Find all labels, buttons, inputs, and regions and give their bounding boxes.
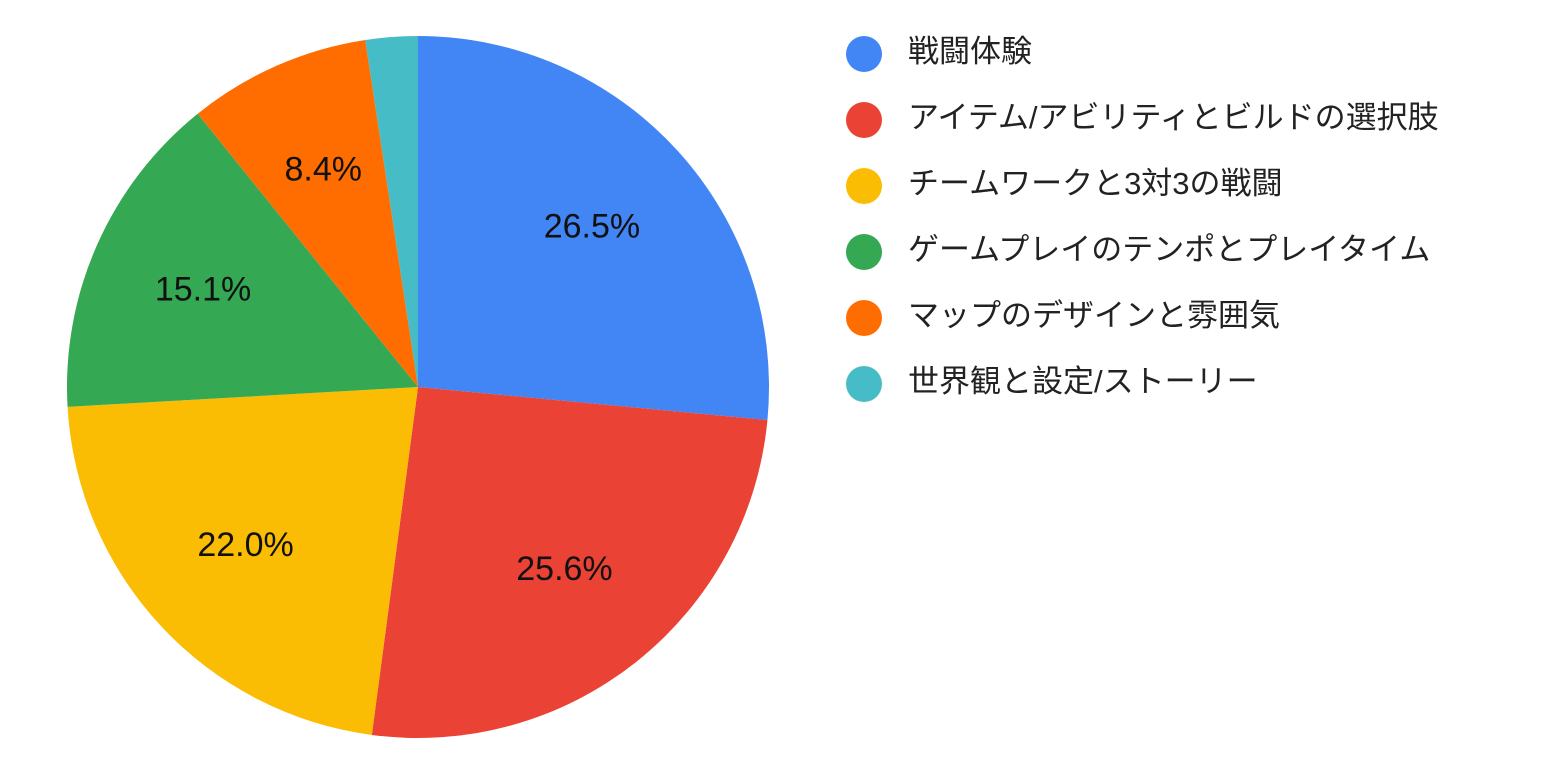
pie-slice	[67, 113, 418, 407]
pie-slice	[67, 387, 418, 735]
legend-label: ゲームプレイのテンポとプレイタイム	[908, 232, 1430, 267]
legend-marker	[846, 36, 882, 72]
legend-label: アイテム/アビリティとビルドの選択肢	[908, 100, 1439, 135]
pie-slice	[197, 39, 418, 387]
pie-slice	[418, 36, 770, 421]
value-label: 26.5%	[544, 208, 640, 246]
legend-label: マップのデザインと雰囲気	[908, 298, 1280, 333]
pie-slice	[371, 387, 768, 739]
legend-marker	[846, 168, 882, 204]
legend-label: チームワークと3対3の戦闘	[908, 166, 1283, 201]
value-label: 25.6%	[516, 550, 612, 588]
value-label: 8.4%	[284, 151, 362, 189]
legend-label: 世界観と設定/ストーリー	[908, 364, 1258, 399]
legend-label: 戦闘体験	[908, 34, 1032, 69]
legend-marker	[846, 366, 882, 402]
value-label: 15.1%	[155, 271, 251, 309]
legend-marker	[846, 300, 882, 336]
value-label: 22.0%	[197, 526, 293, 564]
legend-marker	[846, 102, 882, 138]
legend-marker	[846, 234, 882, 270]
pie-slice	[365, 36, 418, 387]
